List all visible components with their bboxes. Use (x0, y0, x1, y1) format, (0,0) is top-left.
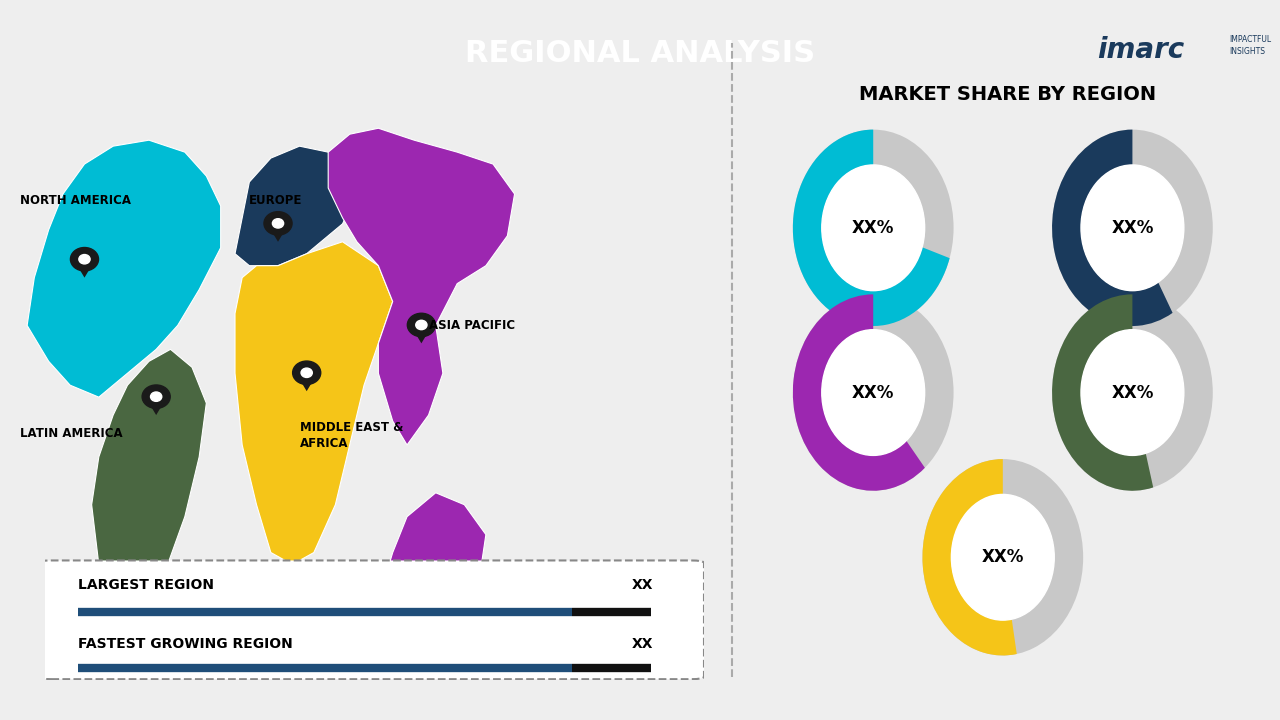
Circle shape (951, 495, 1055, 620)
Text: XX%: XX% (852, 384, 895, 402)
Circle shape (416, 320, 428, 330)
Wedge shape (1052, 130, 1212, 326)
Polygon shape (236, 146, 357, 266)
Text: imarc: imarc (1097, 37, 1184, 64)
Text: XX%: XX% (1111, 384, 1153, 402)
Polygon shape (92, 349, 206, 636)
Circle shape (142, 385, 170, 408)
Circle shape (407, 313, 435, 337)
Wedge shape (1052, 130, 1172, 326)
Text: LARGEST REGION: LARGEST REGION (78, 578, 214, 592)
Polygon shape (27, 140, 220, 397)
Wedge shape (923, 459, 1083, 655)
Text: XX%: XX% (982, 549, 1024, 566)
Text: LATIN AMERICA: LATIN AMERICA (20, 427, 123, 440)
Circle shape (822, 330, 924, 455)
Circle shape (264, 212, 292, 235)
FancyBboxPatch shape (38, 560, 704, 679)
Polygon shape (412, 328, 430, 343)
Text: XX: XX (631, 636, 653, 651)
Wedge shape (792, 130, 950, 326)
Text: XX%: XX% (1111, 219, 1153, 237)
Circle shape (70, 248, 99, 271)
Wedge shape (792, 294, 954, 491)
Polygon shape (147, 400, 165, 415)
Polygon shape (298, 376, 316, 391)
Wedge shape (923, 459, 1016, 655)
Text: XX: XX (631, 578, 653, 592)
Wedge shape (792, 130, 954, 326)
Circle shape (1082, 330, 1184, 455)
Circle shape (822, 165, 924, 291)
Text: XX%: XX% (852, 219, 895, 237)
Circle shape (1082, 165, 1184, 291)
Polygon shape (76, 263, 93, 278)
Circle shape (79, 255, 90, 264)
Text: FASTEST GROWING REGION: FASTEST GROWING REGION (78, 636, 293, 651)
Text: IMPACTFUL
INSIGHTS: IMPACTFUL INSIGHTS (1229, 35, 1271, 55)
Polygon shape (328, 128, 515, 445)
Text: EUROPE: EUROPE (250, 194, 302, 207)
Wedge shape (1052, 294, 1153, 491)
Circle shape (301, 368, 312, 377)
Text: NORTH AMERICA: NORTH AMERICA (20, 194, 131, 207)
Polygon shape (385, 492, 486, 606)
Text: REGIONAL ANALYSIS: REGIONAL ANALYSIS (465, 40, 815, 68)
Wedge shape (792, 294, 925, 491)
Polygon shape (236, 242, 393, 564)
Wedge shape (1052, 294, 1212, 491)
Circle shape (151, 392, 161, 401)
Circle shape (293, 361, 321, 384)
Text: MIDDLE EAST &
AFRICA: MIDDLE EAST & AFRICA (300, 421, 403, 450)
Text: ASIA PACIFIC: ASIA PACIFIC (429, 320, 515, 333)
Polygon shape (269, 227, 287, 242)
Text: MARKET SHARE BY REGION: MARKET SHARE BY REGION (859, 85, 1157, 104)
Circle shape (273, 219, 284, 228)
